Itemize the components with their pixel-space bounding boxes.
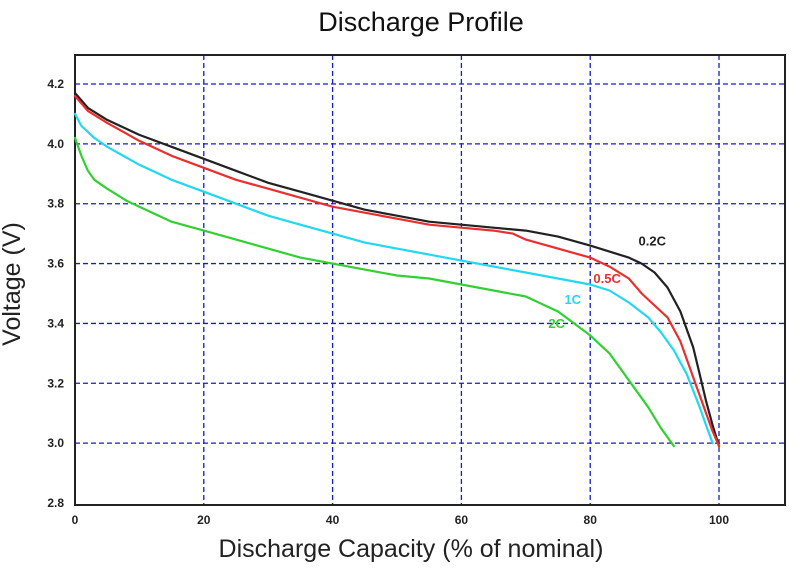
series-labels: 0.2C 0.5C 1C 2C — [548, 234, 666, 331]
x-tick-label: 80 — [584, 513, 598, 527]
x-axis-label: Discharge Capacity (% of nominal) — [219, 535, 604, 563]
y-tick-label: 3.2 — [47, 376, 64, 390]
y-tick-label: 3.8 — [47, 197, 64, 211]
x-tick-label: 100 — [709, 513, 729, 527]
series-line-0-5c — [73, 94, 721, 448]
x-tick-label: 0 — [72, 513, 79, 527]
series-line-1c — [73, 112, 714, 445]
x-tick-label: 60 — [455, 513, 469, 527]
series-label-1c: 1C — [564, 292, 581, 307]
x-tick-label: 20 — [197, 513, 211, 527]
y-tick-label: 3.4 — [47, 316, 64, 330]
plot-frame — [74, 54, 786, 506]
chart-title: Discharge Profile — [318, 7, 524, 37]
series-line-0-2c — [73, 91, 721, 448]
series-lines — [73, 91, 721, 448]
series-label-0-5c: 0.5C — [593, 271, 621, 286]
x-tick-label: 40 — [326, 513, 340, 527]
gridlines — [75, 55, 785, 505]
series-label-0-2c: 0.2C — [639, 234, 667, 249]
y-tick-label: 2.8 — [47, 496, 64, 510]
y-axis-label: Voltage (V) — [0, 222, 26, 346]
tick-labels: 0 20 40 60 80 100 2.8 3.0 3.2 3.4 3.6 3.8 4.0 4.2 — [47, 77, 729, 527]
y-tick-label: 4.0 — [47, 137, 64, 151]
y-tick-label: 4.2 — [47, 77, 64, 91]
y-tick-label: 3.0 — [47, 436, 64, 450]
series-line-2c — [73, 136, 676, 448]
series-label-2c: 2C — [548, 316, 565, 331]
y-tick-label: 3.6 — [47, 257, 64, 271]
